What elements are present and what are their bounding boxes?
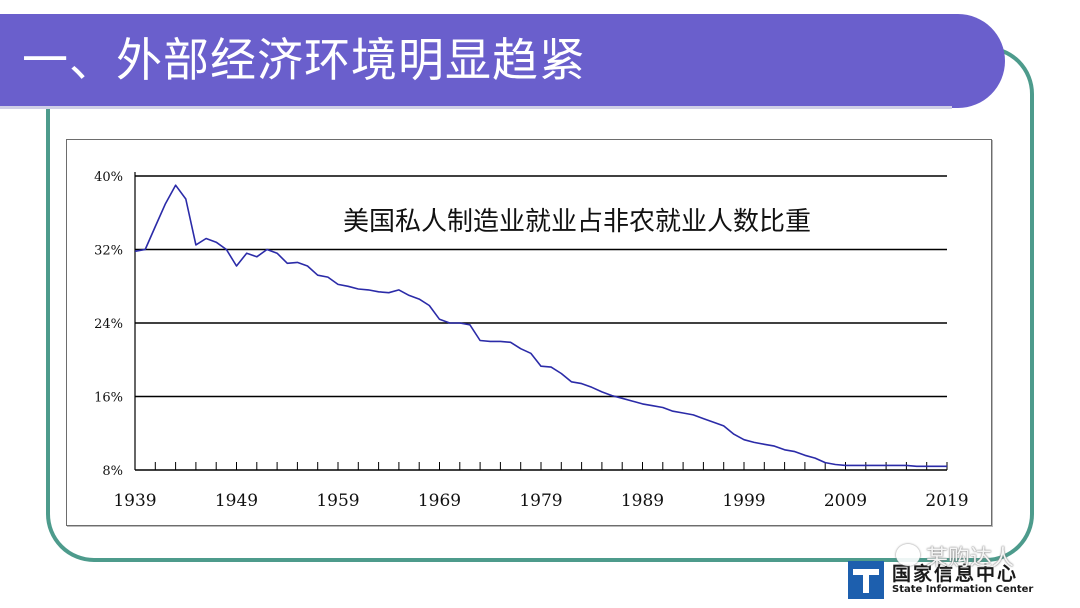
title-bar	[0, 14, 1005, 108]
title-underline	[0, 106, 952, 109]
logo-name-cn: 国家信息中心	[892, 563, 1019, 585]
x-tick-label: 1969	[418, 491, 461, 511]
x-tick-label: 1979	[519, 491, 562, 511]
chart-panel: 8% 16% 24% 32% 40% 1939 1949 1959 1969 1979 1989 19…	[66, 139, 992, 526]
watermark-text: 某购达人	[926, 546, 1015, 571]
x-tick-label: 1949	[215, 491, 258, 511]
y-tick-label: 40%	[94, 170, 123, 185]
x-tick-label: 2009	[824, 491, 867, 511]
x-tick-label: 2019	[925, 491, 968, 511]
x-tick-label: 1939	[113, 491, 156, 511]
logo-name-en: State Information Center	[892, 584, 1034, 595]
x-tick-label: 1989	[621, 491, 664, 511]
y-tick-label: 8%	[102, 464, 123, 479]
wechat-icon	[896, 544, 920, 566]
x-tick-label: 1999	[722, 491, 765, 511]
state-information-center-logo: 国家信息中心 State Information Center	[848, 557, 1078, 605]
y-tick-label: 32%	[94, 244, 123, 259]
y-tick-label: 24%	[94, 317, 123, 332]
chart-title: 美国私人制造业就业占非农就业人数比重	[343, 207, 811, 237]
slide-title: 一、外部经济环境明显趋紧	[22, 33, 586, 87]
watermark: 某购达人	[896, 538, 1046, 578]
logo-mark-icon	[848, 561, 884, 599]
employment-share-chart: 8% 16% 24% 32% 40% 1939 1949 1959 1969 1979 1989 19…	[94, 170, 969, 511]
series-line	[134, 184, 947, 468]
y-tick-label: 16%	[94, 391, 123, 406]
x-tick-label: 1959	[316, 491, 359, 511]
